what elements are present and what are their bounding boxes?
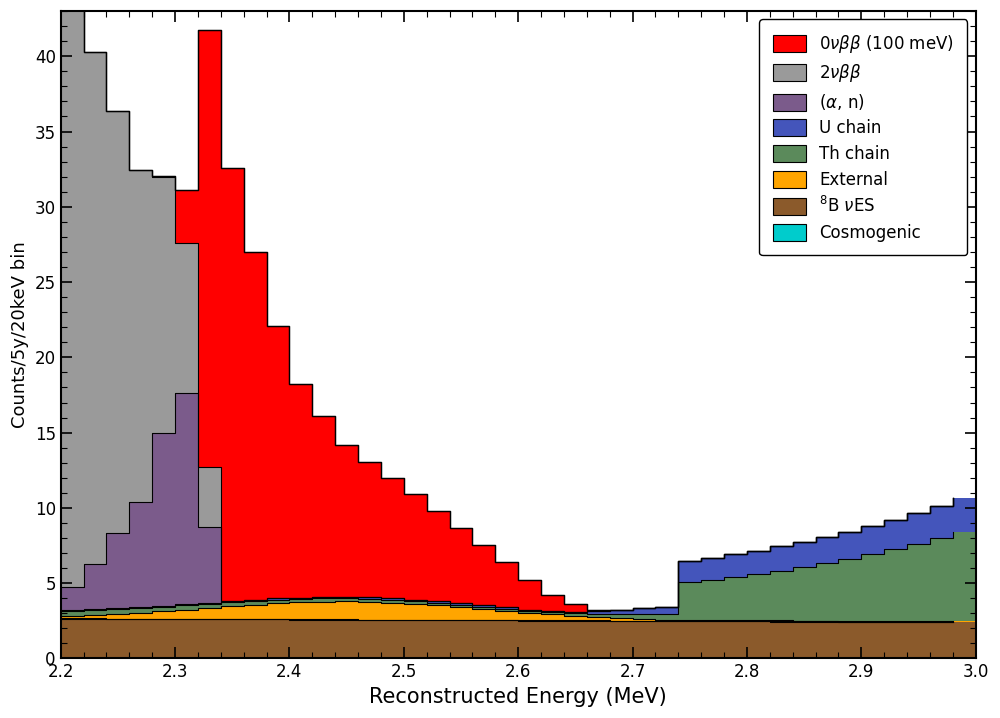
Y-axis label: Counts/5y/20keV bin: Counts/5y/20keV bin xyxy=(11,241,29,428)
Legend: 0$\nu\beta\beta$ (100 meV), 2$\nu\beta\beta$, ($\alpha$, n), U chain, Th chain, : 0$\nu\beta\beta$ (100 meV), 2$\nu\beta\b… xyxy=(759,19,967,256)
X-axis label: Reconstructed Energy (MeV): Reconstructed Energy (MeV) xyxy=(369,687,667,707)
